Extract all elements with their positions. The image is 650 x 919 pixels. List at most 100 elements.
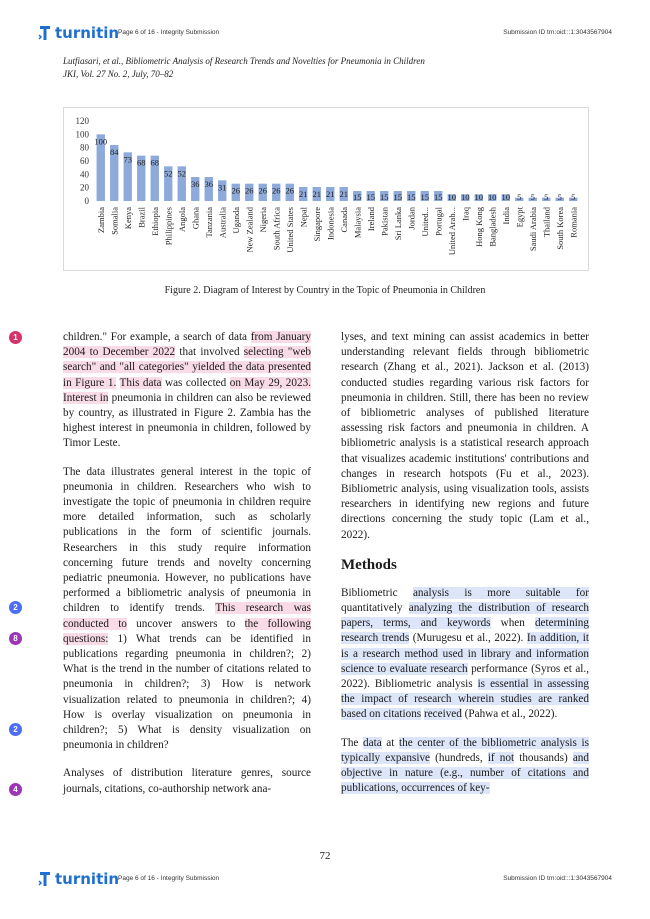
similarity-badge-2[interactable]: 2	[9, 601, 22, 614]
data-label: 21	[340, 189, 349, 199]
y-tick-label: 0	[85, 196, 90, 206]
category-label: India	[501, 207, 511, 225]
bar	[434, 191, 443, 201]
right-paragraph-3: The data at the center of the bibliometr…	[341, 736, 589, 797]
bar	[501, 194, 510, 201]
left-column: children." For example, a search of data…	[63, 330, 312, 810]
category-label: Zambia	[96, 207, 106, 233]
page-indicator: Page 6 of 16 - Integrity Submission	[118, 29, 220, 36]
data-label: 15	[421, 192, 430, 202]
bar	[542, 197, 551, 201]
category-label: Pakistan	[379, 206, 389, 236]
data-label: 84	[110, 147, 119, 157]
bar	[569, 197, 578, 201]
data-label: 5	[558, 192, 562, 202]
category-label: Tanzania	[204, 207, 214, 238]
page-number: 72	[319, 850, 331, 862]
bar	[528, 197, 537, 201]
bar	[380, 191, 389, 201]
figure-caption: Figure 2. Diagram of Interest by Country…	[164, 285, 486, 296]
data-label: 15	[367, 192, 376, 202]
submission-id: Submission ID trn:oid:::1:3043567904	[503, 29, 612, 36]
turnitin-footer-logo: turnitin	[38, 870, 119, 888]
body-text: (Pahwa et al., 2022).	[461, 708, 558, 721]
bar	[339, 187, 348, 201]
category-label: Romania	[568, 207, 578, 238]
category-label: Egypt	[514, 206, 524, 227]
category-label: Saudi Arabia	[528, 207, 538, 251]
similarity-badge-3[interactable]: 8	[9, 632, 22, 645]
similarity-badge-1[interactable]: 1	[9, 331, 22, 344]
bar	[326, 187, 335, 201]
y-tick-label: 80	[80, 143, 90, 153]
highlighted-text: analysis is more suitable for	[412, 586, 589, 599]
bar	[96, 134, 105, 201]
data-label: 5	[531, 192, 535, 202]
body-text: pneumonia in children can also be review…	[63, 391, 312, 450]
category-label: Ireland	[366, 206, 376, 231]
bar	[555, 197, 564, 201]
category-label: Jordan	[406, 206, 416, 229]
body-text: (Murugesu et al., 2022).	[409, 632, 527, 645]
category-label: Sri Lanka	[393, 207, 403, 241]
data-label: 26	[245, 186, 254, 196]
category-label: United Arab...	[447, 207, 457, 255]
data-label: 36	[191, 179, 200, 189]
body-text: when	[490, 617, 535, 630]
category-label: Philippines	[163, 207, 173, 245]
bar	[231, 183, 240, 201]
body-text: (hundreds,	[430, 751, 488, 764]
turnitin-footer-logo-text: turnitin	[55, 870, 120, 888]
bar	[461, 194, 470, 201]
citation-volume: JKI, Vol. 27 No. 2, July, 70–82	[63, 69, 174, 79]
data-label: 15	[380, 192, 389, 202]
bar	[312, 187, 321, 201]
data-label: 26	[286, 186, 295, 196]
similarity-badge-4[interactable]: 2	[9, 723, 22, 736]
data-label: 68	[151, 158, 160, 168]
category-label: Ghana	[190, 207, 200, 229]
footer-page-indicator: Page 6 of 16 - Integrity Submission	[118, 875, 220, 882]
data-label: 36	[205, 179, 214, 189]
category-label: Ethiopia	[150, 207, 160, 236]
data-label: 21	[299, 189, 308, 199]
body-text: thousands)	[514, 751, 573, 764]
highlighted-text: This data	[119, 376, 162, 389]
bar	[137, 155, 146, 201]
category-label: Australia	[217, 207, 227, 238]
category-label: United...	[420, 207, 430, 237]
bar	[177, 166, 186, 201]
bar	[164, 166, 173, 201]
data-label: 10	[475, 192, 484, 202]
data-label: 68	[137, 158, 146, 168]
category-label: Angola	[177, 207, 187, 232]
left-paragraph-1: children." For example, a search of data…	[63, 330, 312, 452]
journal-citation: Lutfiasari, et al., Bibliometric Analysi…	[63, 55, 425, 81]
data-label: 15	[434, 192, 443, 202]
bar-chart-svg: 0 20 40 60 80 100 120 100 Zambia 84 Somalia 73 Kenya…	[76, 116, 579, 255]
footer-submission-id: Submission ID trn:oid:::1:3043567904	[503, 875, 612, 882]
data-label: 26	[272, 186, 281, 196]
data-label: 15	[407, 192, 416, 202]
category-label: Uganda	[231, 207, 241, 234]
turnitin-logo-icon	[38, 26, 50, 40]
data-label: 21	[313, 189, 322, 199]
similarity-badge-5[interactable]: 4	[9, 783, 22, 796]
body-text: Bibliometric	[341, 586, 413, 599]
bar	[447, 194, 456, 201]
bar	[488, 194, 497, 201]
data-label: 52	[178, 168, 187, 178]
data-label: 21	[326, 189, 335, 199]
bar	[191, 177, 200, 201]
category-label: Portugal	[433, 206, 443, 235]
citation-title: Lutfiasari, et al., Bibliometric Analysi…	[63, 56, 425, 66]
data-label: 26	[259, 186, 268, 196]
highlighted-text: received	[423, 708, 462, 721]
data-label: 5	[544, 192, 548, 202]
y-tick-label: 60	[80, 156, 90, 166]
bar	[407, 191, 416, 201]
body-text: Analyses of distribution literature genr…	[63, 767, 311, 795]
y-tick-label: 100	[76, 129, 90, 139]
category-label: South Korea	[555, 207, 565, 250]
body-text: The	[341, 736, 364, 749]
